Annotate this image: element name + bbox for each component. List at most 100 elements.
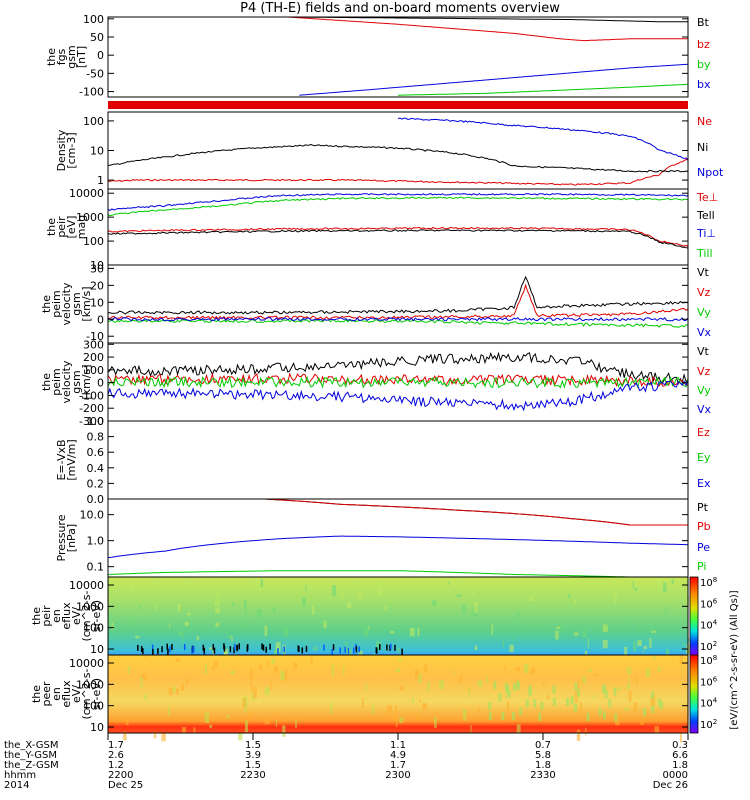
spectrogram-pixel [261,643,263,650]
series-line-Vt [108,275,688,315]
y-axis-label: eflux [60,680,73,708]
spectrogram-pixel [395,716,398,727]
spectrogram-pixel [182,631,184,643]
colorbar-tick-label: 104 [700,697,718,710]
spectrogram-pixel [439,679,445,690]
series-line-Bt [287,17,688,23]
y-axis-label: peer [40,681,53,707]
spectrogram-pixel [434,716,437,728]
spectrogram-pixel [602,711,606,720]
y-axis-label: (cm^2-s- [80,669,93,720]
spectrogram-pixel [566,697,570,706]
y-tick-label: -10 [86,330,104,343]
y-axis-label: gsm [65,45,78,68]
spectrogram-pixel [604,690,608,699]
y-tick-label: 0.2 [87,477,105,490]
spectrogram-pixel [368,626,370,630]
spectrogram-pixel [651,705,655,714]
colorbar-tick-label: 108 [700,654,717,667]
panel-frame [107,188,689,266]
spectrogram-pixel [427,681,430,692]
spectrogram-pixel [302,597,306,607]
spectrogram-pixel [552,685,556,694]
y-axis-label: sr-eV) [90,600,103,632]
spectrogram-pixel [613,687,617,696]
spectrogram-pixel [305,584,307,592]
y-tick-label: 0.1 [87,561,105,574]
legend-Ne: Ne [697,115,712,128]
spectrogram-pixel [618,687,621,691]
spectrogram-pixel [265,646,267,653]
y-axis-label: gsm [70,292,83,315]
y-tick-label: 10000 [69,187,104,200]
spectrogram-pixel [172,686,176,693]
spectrogram-pixel [523,664,529,673]
spectrogram-pixel [516,681,520,690]
spectrogram-pixel [651,630,657,633]
panel-frame [107,420,689,500]
spectrogram-pixel [111,622,114,630]
spectrogram-pixel [628,676,630,688]
spectrogram-pixel [472,592,475,596]
spectrogram-pixel [167,648,169,655]
y-tick-label: 1000 [76,678,104,691]
spectrogram-pixel [215,607,221,614]
legend-Vy: Vy [697,306,711,319]
spectrogram-pixel [271,659,275,665]
spectrogram-pixel [250,681,253,692]
spectrogram-pixel [323,644,325,651]
legend-Vz: Vz [697,365,711,378]
spectrogram-pixel [355,646,358,653]
spectrogram-pixel [202,644,205,651]
series-line-Till [108,196,688,217]
series-line-bx [299,63,688,96]
y-tick-label: 1.0 [87,535,105,548]
spectrogram-pixel [394,705,397,715]
x-row-label: the_Y-GSM [4,750,57,761]
spectrogram-pixel [392,715,397,721]
spectrogram-pixel [470,725,472,734]
spectrogram-pixel [181,726,187,733]
spectrogram-pixel [231,635,233,642]
spectrogram-pixel [628,691,632,702]
spectrogram-pixel [125,720,129,726]
spectrogram-pixel [169,623,171,628]
legend-Ex: Ex [697,477,711,490]
spectrogram-pixel [341,594,344,600]
y-axis-label: fgs [55,48,68,65]
x-row-value: 2230 [240,770,265,781]
y-tick-label: -300 [79,415,104,428]
spectrogram-pixel [184,621,189,626]
spectrogram-pixel [227,635,232,639]
spectrogram-pixel [209,647,214,650]
spectrogram-pixel [533,623,539,627]
colorbar-tick-exponent: 2 [713,640,717,648]
y-axis-label: [nPa] [65,524,78,552]
spectrogram-pixel [415,714,421,719]
spectrogram-pixel [298,646,300,653]
series-line-Vt [108,351,688,385]
spectrogram-pixel [264,687,270,696]
x-row-value: 1.1 [390,740,406,751]
x-row-label: the_Z-GSM [4,760,59,771]
y-tick-label: 10 [90,145,104,158]
spectrogram-pixel [153,731,157,739]
y-axis-label: the [45,218,58,236]
spectrogram-pixel [177,603,181,612]
spectrogram-pixel [658,584,661,588]
spectrogram-pixel [502,641,504,648]
spectrogram-pixel [264,718,270,725]
spectrogram-pixel [358,646,360,653]
y-tick-label: 1 [97,174,104,187]
spectrogram-pixel [614,593,617,603]
y-axis-label: E=-VxB [55,439,68,480]
y-tick-label: 100 [83,235,104,248]
spectrogram-pixel [528,596,534,602]
spectrogram-pixel [264,625,268,637]
spectrogram-pixel [330,702,333,715]
spectrogram-pixel [204,712,210,723]
spectrogram-pixel [175,688,179,695]
y-tick-label: 10.0 [80,509,105,522]
spectrogram-pixel [546,695,550,700]
